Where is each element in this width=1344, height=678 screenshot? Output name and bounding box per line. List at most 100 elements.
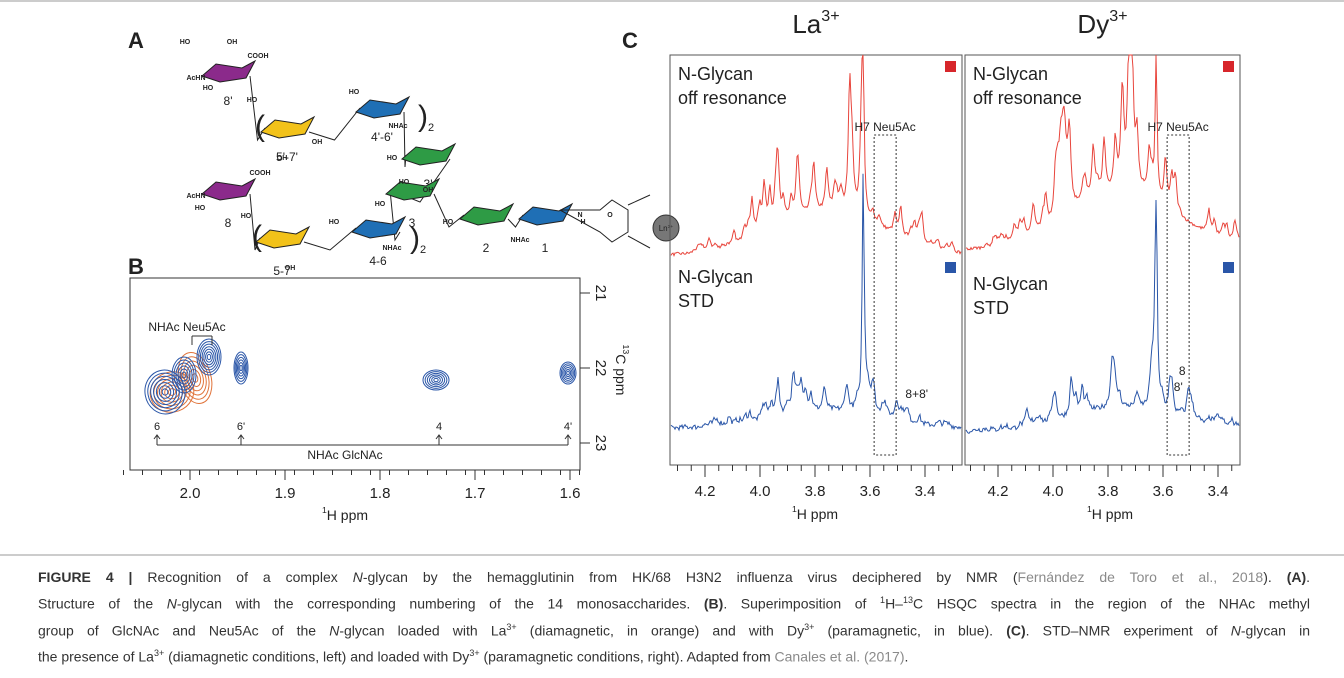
caption-line: group of GlcNAc and Neu5Ac of the N-glyc… — [38, 616, 1310, 643]
glycosidic-bond — [303, 227, 357, 251]
contour — [155, 382, 175, 402]
bracket: ) — [410, 222, 420, 255]
sugar-ring — [260, 115, 316, 139]
x-tick-label: 3.8 — [805, 483, 826, 500]
x-tick-label: 1.7 — [465, 485, 486, 502]
contour — [198, 341, 220, 373]
residue-label: 8' — [224, 94, 233, 108]
spectrum-label: off resonance — [678, 88, 787, 108]
contour — [199, 343, 219, 371]
contour — [144, 369, 186, 415]
contour — [566, 370, 570, 376]
arrow — [153, 434, 161, 445]
contour — [429, 374, 443, 386]
metal-ion — [652, 214, 680, 242]
caption-line: the presence of La3+ (diamagnetic condit… — [38, 642, 1310, 669]
contour — [237, 359, 245, 377]
contour — [161, 388, 169, 396]
plot-frame — [964, 54, 1241, 466]
superscript: 3+ — [668, 224, 674, 230]
caption-text: -glycan in — [1240, 622, 1310, 639]
x-tick-label: 3.4 — [915, 483, 936, 500]
caption-text: ). — [1263, 569, 1287, 585]
citation-link[interactable]: Fernández de Toro et al., 2018 — [1017, 569, 1264, 585]
contour — [153, 378, 177, 406]
x-tick-label: 3.6 — [1153, 483, 1174, 500]
marker — [1223, 262, 1234, 273]
selection-box — [873, 134, 897, 456]
caption-text: . — [1306, 569, 1311, 585]
std-trace — [670, 173, 962, 432]
residue-label: 5-7 — [273, 264, 291, 278]
caption-text: (paramagnetic conditions, right). Adapte… — [479, 648, 775, 665]
glycosidic-bond — [389, 189, 401, 242]
caption-text: . Superimposition of — [723, 595, 881, 612]
marker — [1223, 61, 1234, 72]
off-resonance-trace — [670, 54, 962, 257]
arrow — [435, 434, 443, 445]
chem-label: OH — [285, 265, 296, 272]
chem-label: HO — [195, 205, 206, 212]
residue-label: 1 — [542, 241, 549, 255]
residue-label: 3' — [424, 177, 433, 191]
x-tick-label: 4.0 — [1043, 483, 1064, 500]
sugar-ring — [351, 215, 407, 239]
residue-label: 5'-7' — [276, 150, 298, 164]
residue-label: 4'-6' — [371, 130, 393, 144]
sugar-ring — [518, 202, 574, 226]
x-tick-label: 1.8 — [370, 485, 391, 502]
peak-label: 4' — [564, 421, 572, 433]
contour — [563, 367, 573, 379]
glycosidic-bond — [433, 193, 465, 228]
caption-text: -glycan with the corresponding numbering… — [176, 595, 704, 612]
x-tick-label: 3.6 — [860, 483, 881, 500]
spectrum-label: N-Glycan — [678, 64, 753, 84]
caption-text: N — [329, 622, 340, 639]
contour — [238, 362, 244, 374]
contour — [150, 375, 180, 409]
spectrum-title: Dy3+ — [1077, 7, 1127, 39]
caption-text: -glycan by the hemagglutinin from HK/68 … — [362, 569, 1018, 585]
contour — [559, 361, 577, 385]
glycosidic-bond — [308, 107, 361, 141]
sugar-ring — [201, 177, 257, 201]
residue-label: 2 — [483, 241, 490, 255]
contour — [422, 369, 450, 391]
contour — [562, 365, 574, 381]
peak-label: 6' — [237, 421, 245, 433]
annotation: H7 Neu5Ac — [854, 120, 915, 134]
caption-text: (paramagnetic, in blue). — [814, 622, 1007, 639]
marker — [945, 61, 956, 72]
bracket-arrow — [191, 335, 213, 345]
chem-label: HO — [203, 85, 214, 92]
text-run: H ppm — [327, 507, 368, 523]
citation-link[interactable]: Canales et al. (2017) — [774, 648, 905, 665]
panel-label: A — [128, 28, 144, 53]
superscript: 3+ — [821, 7, 839, 25]
x-axis-label: 1H ppm — [322, 505, 368, 522]
text-run: H ppm — [1092, 506, 1133, 522]
contour — [564, 368, 572, 378]
bracket: ( — [255, 110, 265, 143]
contour — [158, 385, 172, 399]
y-axis-label: 13C ppm — [613, 345, 630, 396]
caption-text: N — [1230, 622, 1241, 639]
contour — [188, 369, 202, 387]
contour — [233, 351, 249, 385]
spectrum-label: N-Glycan — [973, 274, 1048, 294]
contour — [175, 362, 193, 388]
linker — [559, 194, 651, 249]
text-run: H ppm — [797, 506, 838, 522]
caption-text: 1 — [880, 595, 886, 605]
contour — [431, 376, 441, 384]
y-tick-label: 21 — [592, 285, 609, 302]
caption-line: FIGURE 4 | Recognition of a complex N-gl… — [38, 566, 1310, 589]
x-tick-label: 4.2 — [695, 483, 716, 500]
chem-label: NHAc — [510, 237, 529, 244]
chem-label: AcHN — [186, 75, 205, 82]
caption-text: . STD–NMR experiment of — [1025, 622, 1231, 639]
contour — [160, 381, 184, 403]
chem-label: HO — [443, 219, 454, 226]
y-tick-label: 23 — [592, 435, 609, 452]
